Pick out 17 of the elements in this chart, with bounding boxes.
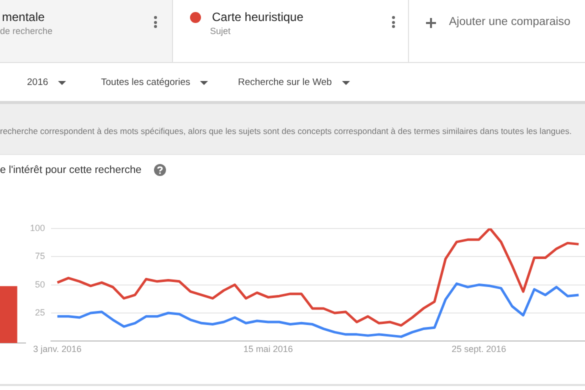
x-tick-label: 15 mai 2016 <box>243 344 293 354</box>
text: Toutes les catégories <box>101 77 190 88</box>
text: de recherche <box>0 26 53 36</box>
y-tick-label: 50 <box>35 279 46 290</box>
text: Ajouter une comparaiso <box>449 16 570 28</box>
y-tick-label: 25 <box>35 307 46 318</box>
x-tick-label: 25 sept. 2016 <box>452 344 506 354</box>
text: recherche correspondent à des mots spécifiques, alors que les sujets sont des concepts correspondant à des termes similaires dans toutes les langues. <box>0 126 572 136</box>
text: mentale <box>2 10 45 24</box>
y-tick-label: 75 <box>35 251 46 262</box>
text: Recherche sur le Web <box>238 77 332 88</box>
legend-label: Carte heuristique <box>212 10 304 24</box>
chart-title: e l'intérêt pour cette recherche <box>0 164 142 176</box>
text: 2016 <box>27 77 48 88</box>
y-tick-label: 100 <box>30 222 46 233</box>
x-tick-label: 3 janv. 2016 <box>33 344 82 354</box>
text: Sujet <box>210 26 231 36</box>
